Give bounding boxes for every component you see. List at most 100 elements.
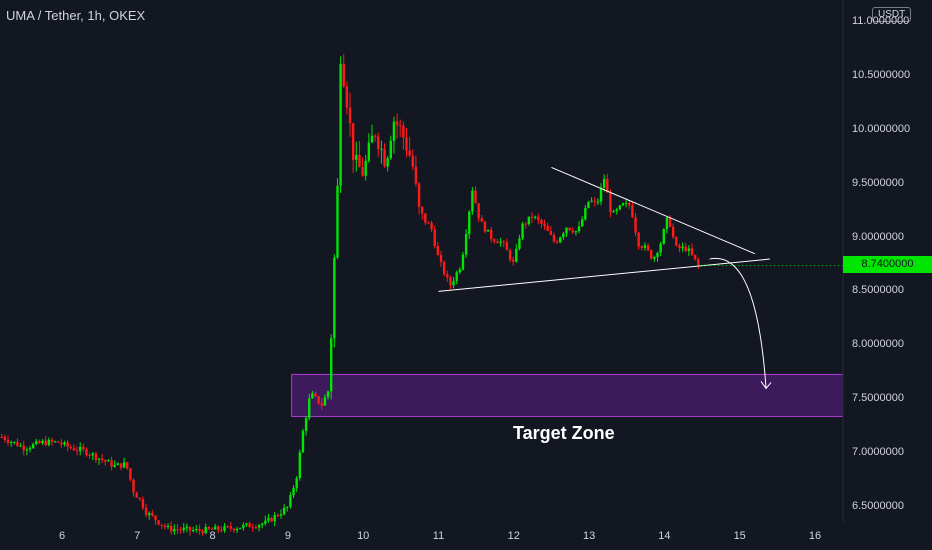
candle-body-105 — [329, 338, 333, 392]
candle-body-35 — [110, 460, 113, 467]
candle-body-7 — [22, 445, 25, 451]
candle-body-187 — [587, 201, 590, 208]
candle-body-104 — [326, 391, 330, 398]
candle-body-70 — [220, 529, 223, 531]
candle-body-95 — [298, 452, 302, 478]
candle-body-3 — [9, 441, 13, 443]
candle-body-26 — [82, 446, 85, 450]
candle-body-86 — [270, 518, 273, 522]
triangle-upper-trendline[interactable] — [551, 166, 755, 255]
candle-body-38 — [119, 463, 123, 468]
candle-body-16 — [50, 439, 54, 442]
candle-body-43 — [135, 492, 138, 498]
candle-body-186 — [584, 207, 587, 220]
candle-body-206 — [646, 245, 650, 251]
candle-body-159 — [499, 241, 502, 244]
candle-body-82 — [257, 525, 261, 528]
candle-body-68 — [213, 526, 217, 530]
candle-body-145 — [455, 272, 458, 281]
candle-body-34 — [107, 460, 110, 462]
time-tick-label: 12 — [507, 530, 520, 542]
candle-body-77 — [242, 524, 245, 528]
candle-body-204 — [640, 246, 644, 249]
projection-arrow[interactable] — [709, 257, 767, 389]
candle-body-84 — [264, 520, 267, 524]
candle-body-139 — [436, 246, 440, 256]
symbol-title[interactable]: UMA / Tether, 1h, OKEX — [6, 8, 146, 23]
candle-body-40 — [126, 462, 129, 469]
candle-body-167 — [524, 223, 527, 225]
candle-body-78 — [245, 523, 248, 525]
candle-body-85 — [267, 518, 270, 521]
candle-body-197 — [618, 205, 622, 210]
candle-body-45 — [141, 499, 145, 508]
candle-body-124 — [389, 140, 393, 159]
candle-body-155 — [486, 229, 490, 232]
candle-body-21 — [66, 442, 69, 447]
candle-body-192 — [602, 178, 606, 188]
candle-body-44 — [138, 497, 142, 500]
candle-body-133 — [417, 183, 421, 208]
candle-body-55 — [173, 529, 176, 532]
candle-body-109 — [342, 63, 345, 87]
price-tick-label: 8.0000000 — [852, 338, 904, 351]
candle-body-129 — [405, 137, 408, 151]
candle-body-108 — [339, 63, 342, 186]
candle-body-76 — [239, 527, 242, 529]
candle-body-27 — [85, 449, 88, 455]
candle-body-1 — [3, 436, 7, 441]
candle-body-193 — [606, 178, 609, 193]
currency-badge[interactable]: USDT — [872, 7, 912, 22]
candle-body-46 — [144, 507, 148, 516]
candle-body-201 — [631, 205, 634, 218]
candle-body-25 — [78, 446, 82, 451]
projection-arrowhead — [760, 381, 772, 390]
candle-body-172 — [540, 220, 543, 224]
candle-body-149 — [468, 211, 471, 235]
candle-body-63 — [198, 529, 201, 531]
candle-body-191 — [599, 187, 603, 202]
candle-body-19 — [60, 442, 63, 445]
candle-body-92 — [289, 495, 292, 507]
candle-body-110 — [345, 86, 349, 108]
candle-body-216 — [678, 245, 681, 249]
candle-body-61 — [191, 530, 195, 532]
candle-body-74 — [232, 528, 236, 531]
candle-body-113 — [355, 154, 358, 160]
candle-body-174 — [546, 226, 549, 231]
candle-body-138 — [433, 229, 436, 247]
candle-body-6 — [19, 445, 22, 447]
candle-body-211 — [662, 229, 665, 244]
candle-body-175 — [549, 230, 553, 235]
candle-body-220 — [690, 248, 694, 255]
candle-body-116 — [364, 160, 367, 176]
candle-body-29 — [91, 453, 94, 456]
time-tick-label: 9 — [284, 530, 291, 542]
candle-body-96 — [301, 430, 305, 453]
candle-body-190 — [596, 201, 600, 203]
candle-body-94 — [295, 477, 298, 488]
candle-body-132 — [414, 166, 418, 184]
candle-body-52 — [163, 525, 167, 528]
price-tick-label: 11.0000000 — [852, 14, 910, 27]
candle-body-214 — [671, 226, 675, 237]
candle-body-160 — [502, 241, 505, 243]
triangle-lower-trendline[interactable] — [438, 258, 770, 292]
candle-body-161 — [505, 242, 509, 251]
candle-body-148 — [464, 234, 468, 255]
candle-body-22 — [69, 446, 72, 449]
time-tick-label: 14 — [658, 530, 671, 542]
candle-body-20 — [63, 442, 66, 445]
candle-body-181 — [568, 227, 571, 231]
candle-body-5 — [16, 441, 19, 447]
price-tick-label: 7.0000000 — [852, 446, 904, 459]
candle-body-37 — [116, 463, 120, 465]
candle-body-151 — [474, 190, 477, 204]
candle-body-165 — [518, 238, 521, 249]
candle-body-212 — [665, 217, 669, 230]
target-zone-label: Target Zone — [513, 423, 615, 443]
price-tick-label: 7.5000000 — [852, 392, 904, 405]
candle-body-205 — [643, 245, 647, 249]
candle-body-93 — [292, 487, 295, 496]
